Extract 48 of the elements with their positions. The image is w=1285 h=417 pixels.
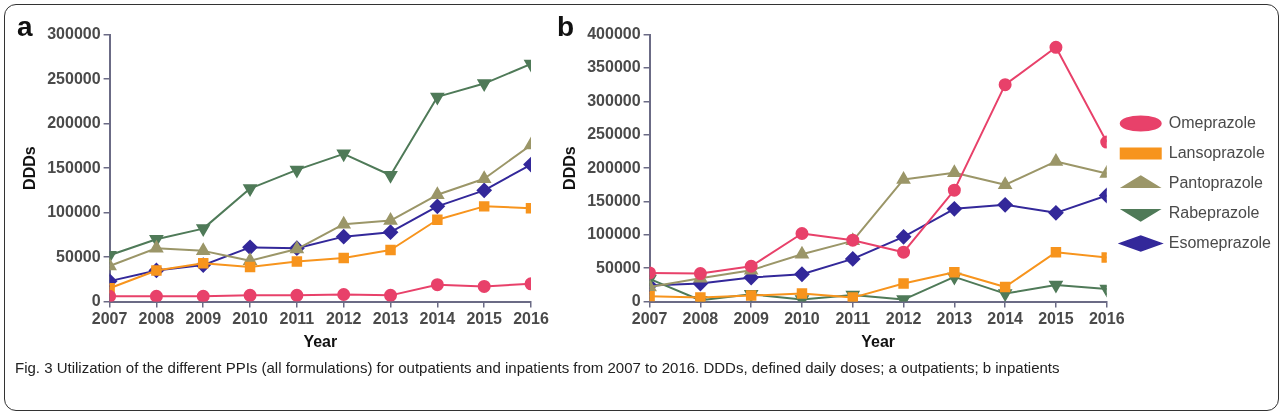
legend-label: Lansoprazole <box>1168 143 1265 161</box>
y-tick-label: 150000 <box>47 158 101 176</box>
x-tick-label: 2011 <box>835 309 871 327</box>
y-tick-label: 300000 <box>587 91 641 109</box>
x-tick-label: 2010 <box>784 309 820 327</box>
y-tick-label: 50000 <box>596 258 641 276</box>
y-axis-title: DDDs <box>21 146 39 190</box>
y-tick-label: 100000 <box>587 225 641 243</box>
x-tick-label: 2016 <box>513 309 549 327</box>
legend-label: Rabeprazole <box>1168 203 1260 221</box>
legend-label: Pantoprazole <box>1168 173 1264 191</box>
x-tick-label: 2013 <box>372 309 409 327</box>
y-tick-label: 0 <box>631 292 641 310</box>
x-axis-title: Year <box>861 332 896 350</box>
y-tick-label: 0 <box>91 292 101 310</box>
x-tick-label: 2009 <box>185 309 222 327</box>
chart-title: a <box>17 10 33 42</box>
x-axis-title: Year <box>303 332 338 350</box>
x-tick-label: 2008 <box>682 309 719 327</box>
x-tick-label: 2012 <box>885 309 922 327</box>
x-tick-label: 2009 <box>733 309 770 327</box>
x-tick-label: 2016 <box>1088 309 1125 327</box>
y-tick-label: 250000 <box>587 125 641 143</box>
y-tick-label: 200000 <box>47 114 101 132</box>
x-tick-label: 2014 <box>987 309 1024 327</box>
x-tick-label: 2015 <box>466 309 503 327</box>
x-tick-label: 2014 <box>419 309 456 327</box>
y-axis-title: DDDs <box>561 146 579 190</box>
x-tick-label: 2010 <box>232 309 268 327</box>
y-tick-label: 250000 <box>47 69 101 87</box>
legend-label: Omeprazole <box>1168 113 1256 131</box>
x-tick-label: 2012 <box>325 309 362 327</box>
y-tick-label: 200000 <box>587 158 641 176</box>
chart-title: b <box>557 10 575 42</box>
x-tick-label: 2013 <box>936 309 973 327</box>
x-tick-label: 2011 <box>279 309 315 327</box>
x-tick-label: 2007 <box>91 309 128 327</box>
y-tick-label: 350000 <box>587 58 641 76</box>
y-tick-label: 400000 <box>587 25 641 43</box>
x-tick-label: 2007 <box>631 309 668 327</box>
caption: Fig. 3 Utilization of the different PPIs (all formulations) for outpatients and inpatients from 2007 to 2016. DDDs, defined daily doses; a outpatients; b inpatients <box>15 358 1061 378</box>
y-tick-label: 300000 <box>47 25 101 43</box>
y-tick-label: 50000 <box>56 247 101 265</box>
x-tick-label: 2015 <box>1038 309 1074 327</box>
y-tick-label: 150000 <box>587 191 641 209</box>
x-tick-label: 2008 <box>138 309 175 327</box>
y-tick-label: 100000 <box>47 203 101 221</box>
legend-label: Esomeprazole <box>1168 233 1272 251</box>
